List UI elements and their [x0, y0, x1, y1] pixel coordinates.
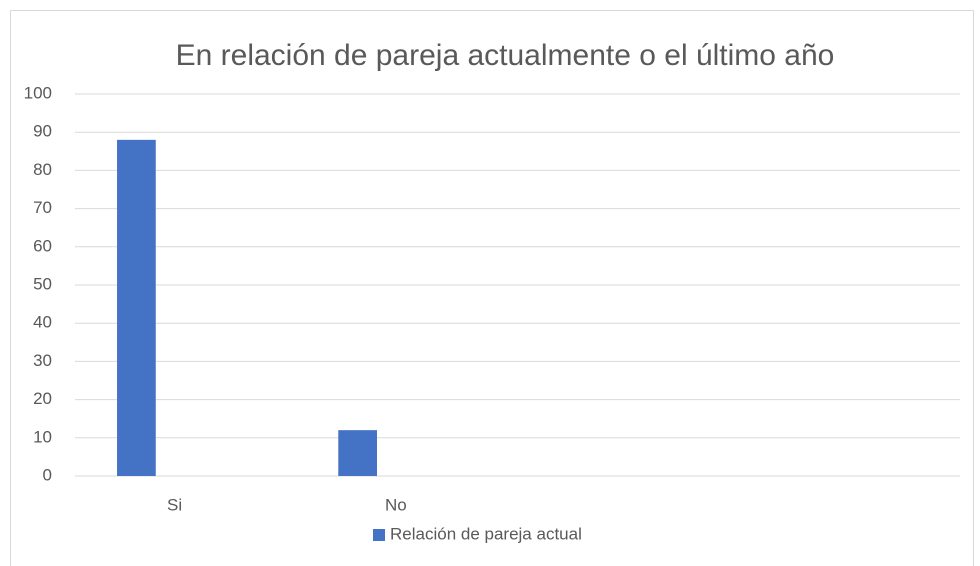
legend-label: Relación de pareja actual — [390, 524, 582, 543]
y-tick-label: 60 — [33, 236, 52, 255]
y-tick-label: 40 — [33, 313, 52, 332]
y-tick-label: 90 — [33, 122, 52, 141]
chart-border — [10, 10, 974, 566]
bar — [117, 139, 156, 476]
y-tick-label: 80 — [33, 160, 52, 179]
y-tick-label: 50 — [33, 274, 52, 293]
y-tick-label: 20 — [33, 389, 52, 408]
legend-swatch — [373, 529, 385, 541]
bar — [338, 430, 378, 476]
y-tick-label: 70 — [33, 198, 52, 217]
y-tick-label: 10 — [33, 427, 52, 446]
y-tick-label: 30 — [33, 351, 52, 370]
y-tick-label: 0 — [43, 465, 52, 484]
chart-title: En relación de pareja actualmente o el ú… — [176, 39, 835, 72]
x-tick-label: No — [385, 495, 407, 514]
y-tick-label: 100 — [24, 83, 52, 102]
x-tick-label: Si — [167, 495, 182, 514]
